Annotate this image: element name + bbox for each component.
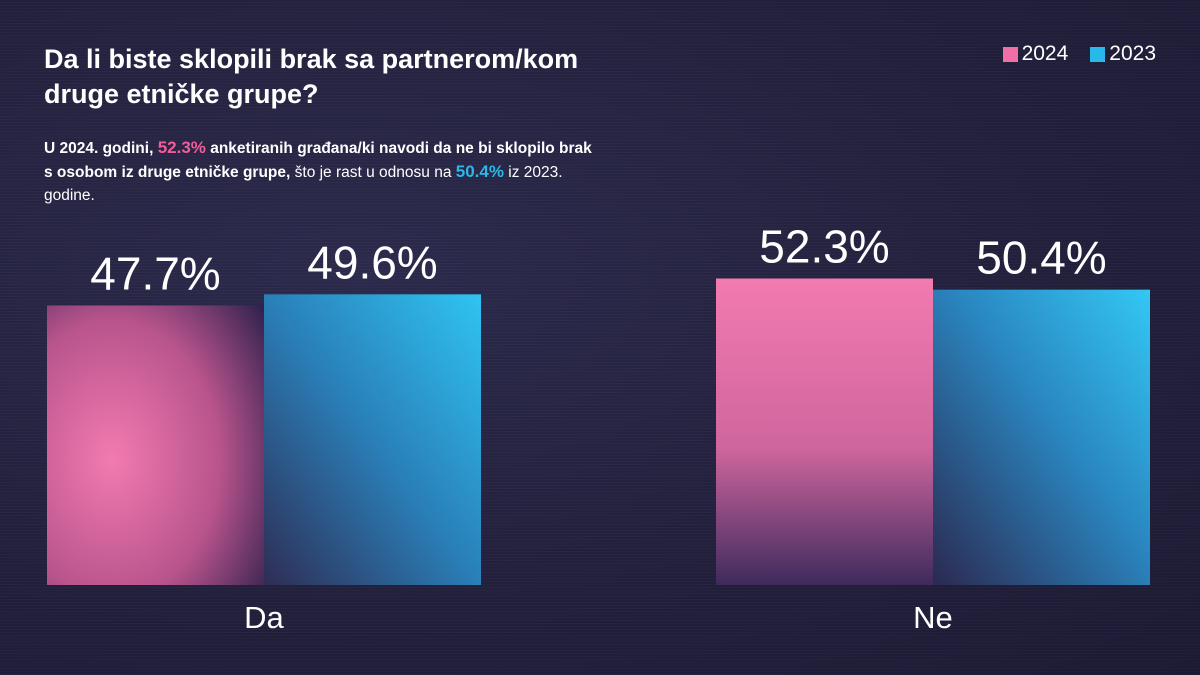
bar-ne-2024 xyxy=(716,278,933,585)
legend-label-2024: 2024 xyxy=(1021,42,1069,65)
legend-swatch-2023 xyxy=(1090,46,1106,62)
legend-label-2023: 2023 xyxy=(1109,42,1156,65)
category-labels-group: Da Ne xyxy=(244,600,953,635)
value-label-ne-2023: 50.4% xyxy=(976,232,1106,284)
legend-swatch-2024 xyxy=(1002,46,1018,62)
chart-title: Da li biste sklopili brak sa partnerom/k… xyxy=(44,44,579,109)
value-label-ne-2024: 52.3% xyxy=(759,221,889,273)
bar-ne-2023 xyxy=(933,289,1150,585)
bars-group xyxy=(47,278,1150,585)
subtitle-highlight-2024: 52.3% xyxy=(157,138,206,157)
category-label-da: Da xyxy=(244,600,284,635)
category-label-ne: Ne xyxy=(913,600,953,635)
subtitle-statement: anketiranih građana/ki navodi da ne bi s… xyxy=(44,140,592,181)
value-label-da-2023: 49.6% xyxy=(307,236,437,288)
bar-da-2024 xyxy=(47,305,264,585)
subtitle-highlight-2023: 50.4% xyxy=(455,162,504,181)
chart-legend: 2024 2023 xyxy=(1002,42,1156,66)
legend-item-2024: 2024 xyxy=(1002,42,1069,66)
bar-da-2023 xyxy=(264,294,481,585)
subtitle-comparison: što je rast u odnosu na xyxy=(290,164,456,181)
chart-subtitle: U 2024. godini, 52.3% anketiranih građan… xyxy=(44,136,604,207)
legend-item-2023: 2023 xyxy=(1090,42,1156,66)
subtitle-ending: iz 2023. godine. xyxy=(44,164,563,204)
value-labels-group: 47.7% 49.6% 52.3% 50.4% xyxy=(90,221,1106,300)
subtitle-intro: U 2024. godini, xyxy=(44,140,158,157)
value-label-da-2024: 47.7% xyxy=(90,247,220,299)
